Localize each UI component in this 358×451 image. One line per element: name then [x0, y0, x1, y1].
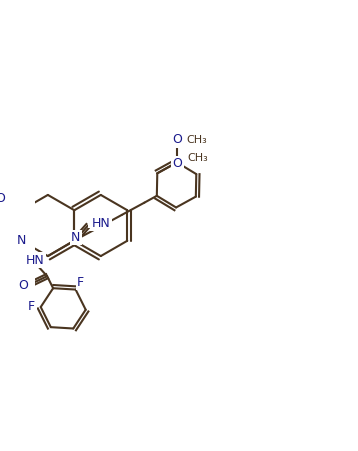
Text: N: N — [71, 231, 81, 244]
Text: O: O — [89, 214, 99, 227]
Text: HN: HN — [92, 217, 110, 230]
Text: F: F — [77, 276, 84, 289]
Text: CH₃: CH₃ — [187, 135, 207, 145]
Text: CH₃: CH₃ — [188, 153, 209, 163]
Text: N: N — [17, 234, 26, 247]
Text: O: O — [0, 192, 5, 205]
Text: F: F — [28, 300, 35, 313]
Text: O: O — [18, 279, 28, 292]
Text: HN: HN — [25, 253, 44, 267]
Text: O: O — [173, 157, 183, 170]
Text: O: O — [172, 133, 182, 147]
